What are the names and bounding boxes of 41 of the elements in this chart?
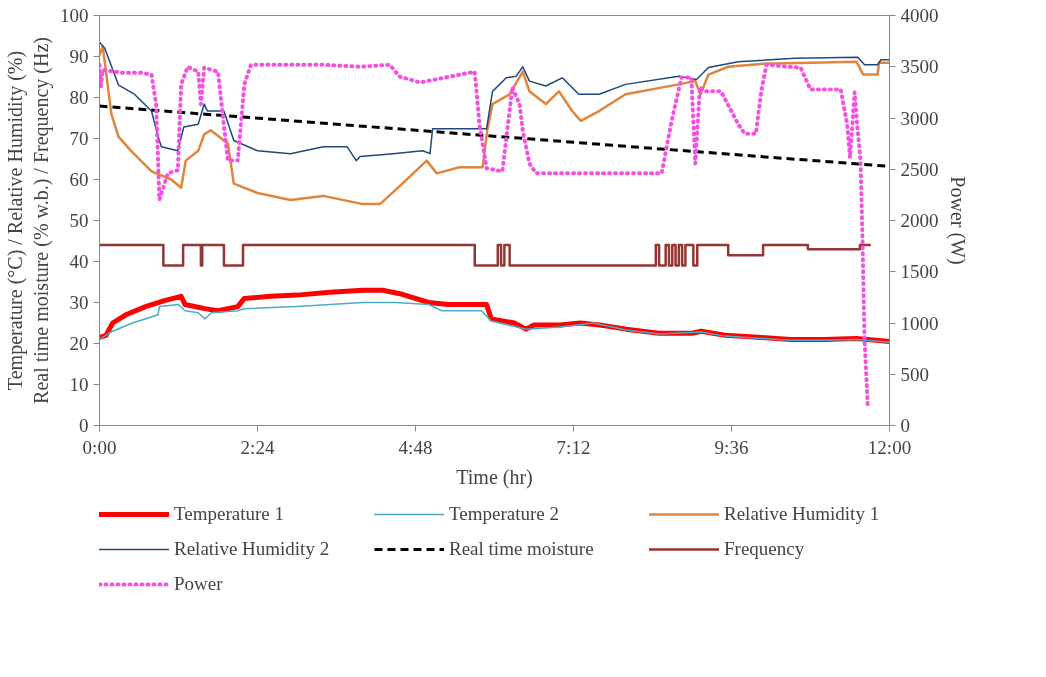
legend-label: Real time moisture <box>449 538 595 560</box>
legend-label: Frequency <box>724 538 806 560</box>
x-tick-label: 12:00 <box>867 436 912 458</box>
x-tick-label: 2:24 <box>240 436 275 458</box>
y2-tick-label: 2000 <box>900 210 939 231</box>
y-tick-label: 100 <box>60 5 89 26</box>
line-series <box>99 62 870 409</box>
y-tick-label: 70 <box>69 128 89 149</box>
legend-label: Temperature 1 <box>174 503 285 525</box>
y2-tick-label: 3500 <box>900 56 939 78</box>
y-tick-label: 90 <box>69 46 89 67</box>
y-tick-label: 50 <box>69 210 89 231</box>
x-tick-label: 7:12 <box>556 436 591 458</box>
y2-tick-label: 1500 <box>900 261 939 283</box>
y-axis-title: Temperature (°C) / Relative Humidity (%) Real time moisture (% w.b.) / Frequency (Hz) <box>3 37 53 404</box>
legend-label: Power <box>174 573 224 595</box>
y-tick-label: 80 <box>69 87 89 108</box>
y2-tick-label: 4000 <box>900 5 939 26</box>
line-series <box>99 41 890 162</box>
line-series <box>99 45 890 206</box>
y2-tick-label: 1000 <box>900 312 939 334</box>
y-tick-label: 0 <box>79 415 89 436</box>
y2-tick-label: 3000 <box>900 107 939 129</box>
y-tick-label: 30 <box>69 292 89 313</box>
x-tick-label: 4:48 <box>398 436 433 458</box>
line-series <box>99 301 890 344</box>
y-tick-label: 20 <box>69 333 89 354</box>
y2-tick-label: 500 <box>900 363 929 385</box>
legend-label: Temperature 2 <box>449 503 560 525</box>
line-series <box>99 243 871 267</box>
y2-tick-label: 0 <box>900 415 910 436</box>
y2-axis-title: Power (W) <box>945 176 969 265</box>
x-tick-label: 9:36 <box>714 436 749 458</box>
y-tick-label: 60 <box>69 169 89 190</box>
legend-label: Relative Humidity 1 <box>724 503 881 525</box>
y2-tick-label: 2500 <box>900 158 939 180</box>
y-tick-label: 40 <box>69 251 89 272</box>
legend-label: Relative Humidity 2 <box>174 538 331 560</box>
x-tick-label: 0:00 <box>82 436 117 458</box>
x-axis-title: Time (hr) <box>456 465 533 489</box>
y-tick-label: 10 <box>69 374 89 395</box>
